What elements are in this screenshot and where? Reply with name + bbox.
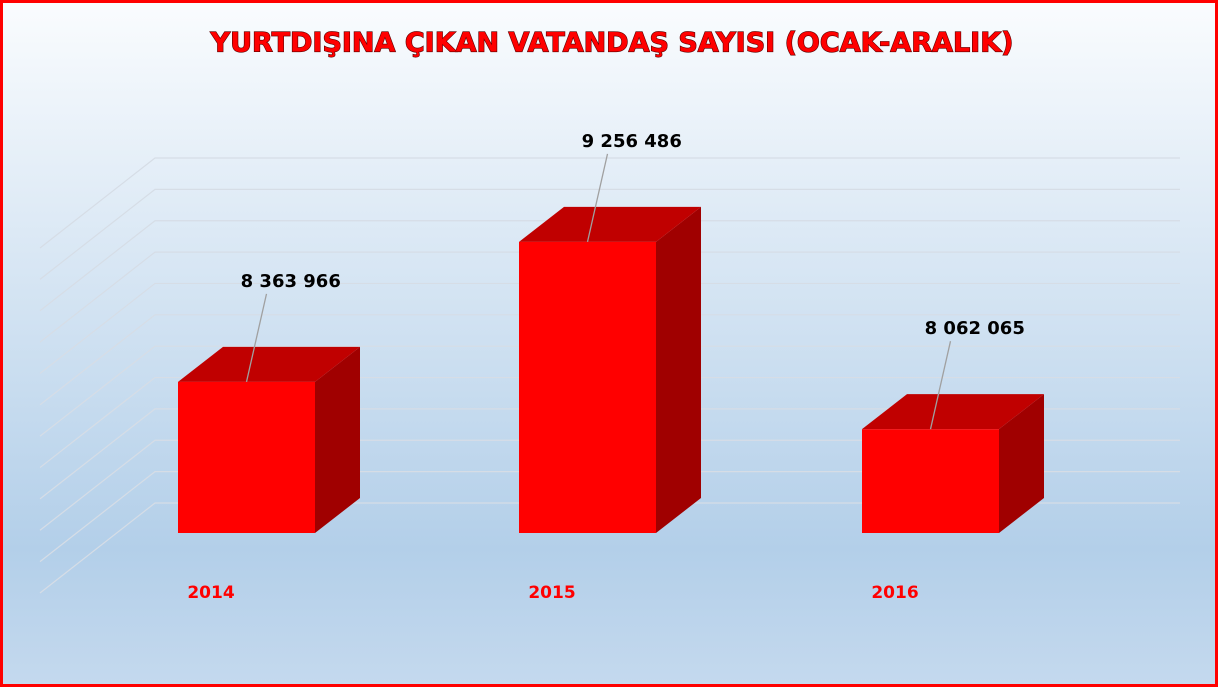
grid-line	[39, 345, 1180, 437]
data-label: 8 062 065	[925, 318, 1025, 339]
grid-line	[39, 314, 1180, 406]
leader-line	[586, 153, 609, 243]
leader-line	[929, 341, 952, 430]
grid-line	[39, 282, 1180, 374]
bar-top	[178, 346, 360, 382]
data-label: 9 256 486	[582, 131, 682, 152]
leader-line	[245, 293, 268, 382]
bar	[519, 241, 656, 533]
grid-line	[39, 502, 1180, 594]
bar-side	[656, 206, 701, 533]
grid-line	[39, 157, 1180, 249]
chart-title: YURTDIŞINA ÇIKAN VATANDAŞ SAYISI (OCAK-A…	[210, 28, 1014, 59]
data-label: 8 363 966	[241, 271, 341, 292]
grid-line	[39, 220, 1180, 312]
bar	[862, 429, 999, 533]
grid-line	[39, 251, 1180, 343]
bar	[178, 381, 315, 533]
x-tick-label: 2015	[528, 583, 575, 603]
grid-line	[39, 188, 1180, 280]
bar-side	[999, 394, 1044, 533]
grid-line	[39, 471, 1180, 563]
bar-top	[519, 206, 701, 242]
bar-side	[315, 346, 360, 533]
x-tick-label: 2016	[871, 583, 918, 603]
grid-line	[39, 439, 1180, 531]
x-tick-label: 2014	[187, 583, 234, 603]
bar-top	[862, 394, 1044, 430]
grid-line	[39, 376, 1180, 469]
grid-line	[39, 408, 1180, 500]
